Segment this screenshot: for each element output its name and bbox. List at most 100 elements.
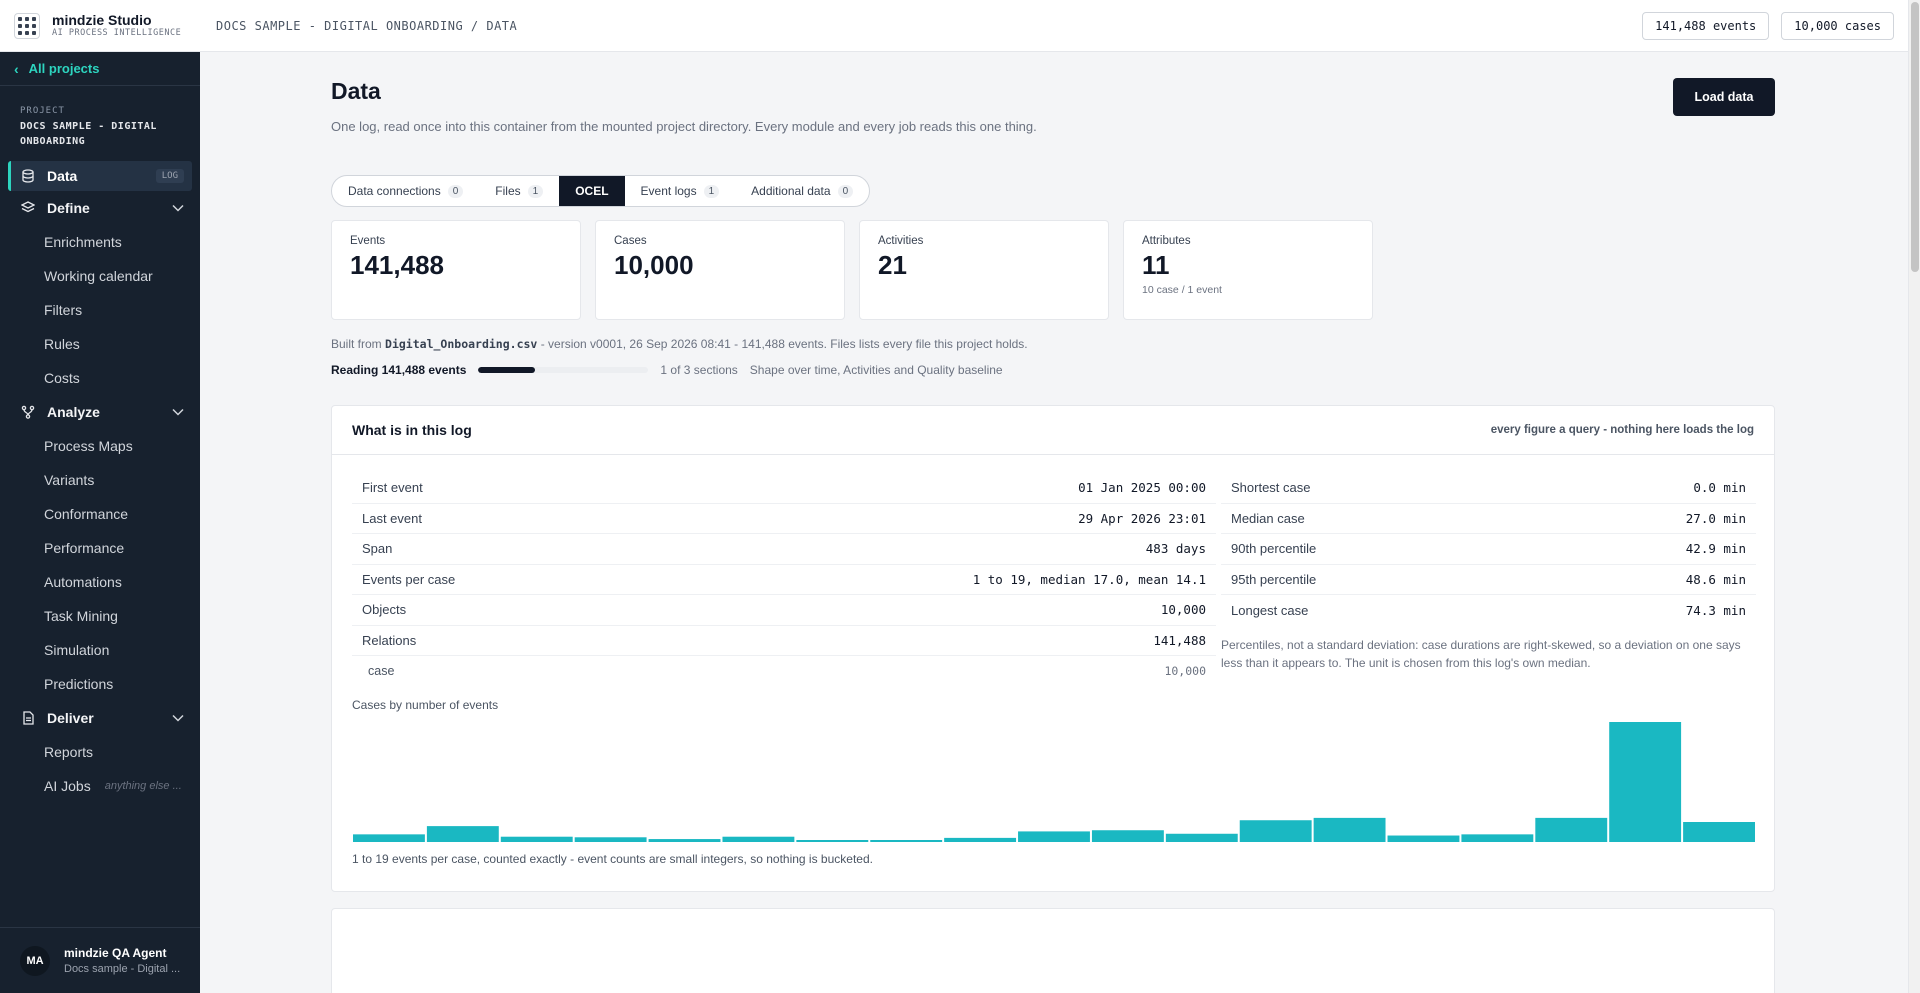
tab-files[interactable]: Files 1 [479,176,559,206]
histogram-bar-15[interactable] [1387,835,1460,842]
row-value: 48.6 min [1685,571,1746,587]
sidebar-item-enrichments[interactable]: Enrichments [44,234,122,250]
sidebar-item-rules[interactable]: Rules [44,336,80,352]
stat-card-events: Events 141,488 [331,220,581,320]
brand: mindzie Studio AI PROCESS INTELLIGENCE [0,0,200,52]
tab-label: OCEL [575,184,609,198]
avatar: MA [20,945,50,976]
row-value: 10,000 [1160,602,1206,618]
case-duration-table: Shortest case 0.0 min Median case 27.0 min… [1221,473,1756,672]
all-projects-label: All projects [28,61,100,76]
tab-event-logs[interactable]: Event logs 1 [625,176,736,206]
sidebar-section-deliver[interactable]: Deliver [0,701,200,735]
sidebar-item-ai-jobs[interactable]: AI Jobs anything else ... [0,769,200,803]
histogram-bar-17[interactable] [1535,817,1608,842]
page-scrollbar[interactable] [1908,0,1920,993]
histogram-bar-14[interactable] [1313,817,1386,842]
sidebar-item-predictions[interactable]: Predictions [44,676,114,692]
table-row: Span 483 days [352,534,1216,565]
histogram-bar-8[interactable] [870,840,943,842]
database-icon [22,169,34,183]
histogram-bar-6[interactable] [722,836,795,842]
histogram-bar-12[interactable] [1165,833,1238,842]
app-grid-icon[interactable] [14,12,40,39]
stat-card-cases: Cases 10,000 [595,220,845,320]
sidebar-item-simulation[interactable]: Simulation [44,642,110,658]
log-badge: LOG [155,169,184,183]
sidebar-item-task-mining[interactable]: Task Mining [44,608,118,624]
table-row: 90th percentile 42.9 min [1221,534,1756,565]
histogram-bar-11[interactable] [1091,830,1164,842]
panel-header: What is in this log every figure a query… [332,406,1774,455]
stat-value: 21 [878,250,907,280]
table-row: case 10,000 [352,656,1216,687]
scrollbar-thumb[interactable] [1911,2,1919,272]
sidebar-item-automations[interactable]: Automations [44,574,122,590]
reading-sections: 1 of 3 sections [660,363,738,377]
next-section-panel [331,908,1775,993]
user-project: Docs sample - Digital ... [64,963,181,975]
histogram-bar-4[interactable] [574,837,647,842]
histogram-bar-13[interactable] [1239,820,1312,842]
document-icon [23,711,34,725]
tab-label: Additional data [751,184,831,198]
histogram-bar-10[interactable] [1018,831,1090,842]
sidebar-item-conformance[interactable]: Conformance [44,506,129,522]
sidebar-item-performance[interactable]: Performance [44,540,125,556]
sidebar-item-working-calendar[interactable]: Working calendar [44,268,153,284]
stat-value: 141,488 [350,250,444,280]
page-description: One log, read once into this container f… [331,119,1037,134]
row-key: Median case [1231,510,1305,526]
cases-count-pill: 10,000 cases [1781,11,1894,40]
sidebar-section-define[interactable]: Define [0,191,200,225]
row-value: 29 Apr 2026 23:01 [1078,510,1206,526]
tab-count: 0 [447,184,464,198]
stat-value: 11 [1142,250,1170,280]
row-key: 95th percentile [1231,571,1317,587]
histogram-bar-3[interactable] [500,836,573,842]
tab-data-connections[interactable]: Data connections 0 [332,176,479,206]
sidebar-item-ai-jobs-label: AI Jobs [44,778,91,794]
row-value: 1 to 19, median 17.0, mean 14.1 [972,571,1206,587]
row-key: Events per case [362,571,456,587]
log-summary-panel: What is in this log every figure a query… [331,405,1775,892]
histogram-bar-7[interactable] [796,840,869,842]
stat-card-attributes: Attributes 11 10 case / 1 event [1123,220,1373,320]
project-name: DOCS SAMPLE - DIGITAL ONBOARDING [20,121,157,147]
table-row: Objects 10,000 [352,595,1216,626]
row-value: 27.0 min [1685,510,1746,526]
sidebar-item-filters[interactable]: Filters [44,302,83,318]
sidebar-item-process-maps[interactable]: Process Maps [44,438,133,454]
tab-additional-data[interactable]: Additional data 0 [735,176,869,206]
histogram-bar-5[interactable] [648,839,721,842]
stat-cards: Events 141,488 Cases 10,000 Activities 2… [331,220,1373,320]
sidebar-section-analyze[interactable]: Analyze [0,395,200,429]
page-title: Data [331,78,381,104]
table-row: Events per case 1 to 19, median 17.0, mea… [352,565,1216,595]
layers-icon [21,201,35,213]
sidebar-item-data[interactable]: Data LOG [8,161,192,191]
histogram-footer: 1 to 19 events per case, counted exactly… [352,852,873,866]
histogram-bar-9[interactable] [944,837,1017,842]
load-data-button[interactable]: Load data [1673,78,1775,116]
histogram-bar-1[interactable] [353,834,425,842]
branch-icon [21,405,35,419]
row-key: 90th percentile [1231,541,1317,557]
sidebar-item-reports[interactable]: Reports [44,744,94,760]
user-profile[interactable]: MA mindzie QA Agent Docs sample - Digita… [0,927,200,993]
histogram-bar-18[interactable] [1609,722,1682,842]
tab-ocel[interactable]: OCEL [559,176,625,206]
sidebar-section-analyze-label: Analyze [47,404,100,420]
table-row: Median case 27.0 min [1221,504,1756,534]
histogram-bar-16[interactable] [1461,834,1534,842]
tab-count: 0 [837,184,854,198]
ai-jobs-hint: anything else ... [104,780,182,792]
tab-label: Event logs [640,184,697,198]
sidebar-item-costs[interactable]: Costs [44,370,80,386]
built-suffix: - version v0001, 26 Sep 2026 08:41 - 141… [540,337,1028,351]
histogram-bar-2[interactable] [426,826,499,842]
sidebar-item-variants[interactable]: Variants [44,472,95,488]
histogram-bar-19[interactable] [1683,822,1755,842]
all-projects-link[interactable]: ‹ All projects [0,52,200,86]
breadcrumb: DOCS SAMPLE - DIGITAL ONBOARDING / DATA [216,18,518,33]
